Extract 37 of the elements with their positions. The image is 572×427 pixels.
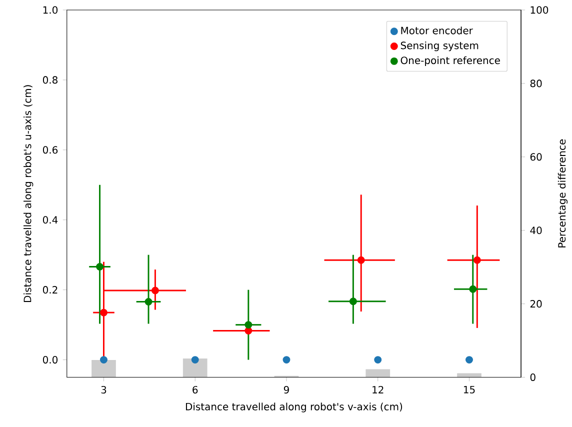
x-tick-label: 15 <box>464 386 475 394</box>
point <box>144 298 152 306</box>
point <box>244 320 252 328</box>
y-axis-title: Distance travelled along robot's u-axis (cm) <box>24 85 34 302</box>
x-tick-label: 9 <box>284 386 289 394</box>
x-axis-title: Distance travelled along robot's v-axis (cm) <box>186 402 402 412</box>
point <box>96 262 104 270</box>
point <box>100 308 108 316</box>
x-tick-label: 12 <box>372 386 384 394</box>
y2-tick-label: 0 <box>530 373 536 381</box>
y2-tick-label: 20 <box>530 300 542 308</box>
y2-tick-label: 60 <box>530 153 542 161</box>
y2-tick-label: 100 <box>530 6 548 14</box>
point <box>374 356 382 364</box>
y-tick-label: 0.8 <box>42 76 58 84</box>
point <box>191 356 199 364</box>
point <box>349 298 357 306</box>
point <box>282 356 290 364</box>
y2-tick-label: 80 <box>530 80 542 88</box>
point <box>357 256 365 264</box>
legend-label: Motor encoder <box>401 26 473 34</box>
y-tick-label: 0.6 <box>42 146 58 154</box>
y2-axis-title: Percentage difference <box>558 139 568 248</box>
y-tick-label: 1.0 <box>43 6 58 14</box>
x-tick-label: 3 <box>101 386 106 394</box>
point <box>100 356 108 364</box>
y2-tick-label: 40 <box>530 226 542 234</box>
point <box>469 285 477 293</box>
y-tick-label: 0.0 <box>42 356 58 364</box>
point <box>466 356 473 364</box>
point <box>151 286 159 294</box>
legend-label: One-point reference <box>400 56 500 66</box>
y-tick-label: 0.4 <box>42 216 58 224</box>
legend-label: Sensing system <box>400 41 478 52</box>
x-tick-label: 6 <box>192 386 198 394</box>
point <box>473 256 481 264</box>
y-tick-label: 0.2 <box>42 286 58 294</box>
